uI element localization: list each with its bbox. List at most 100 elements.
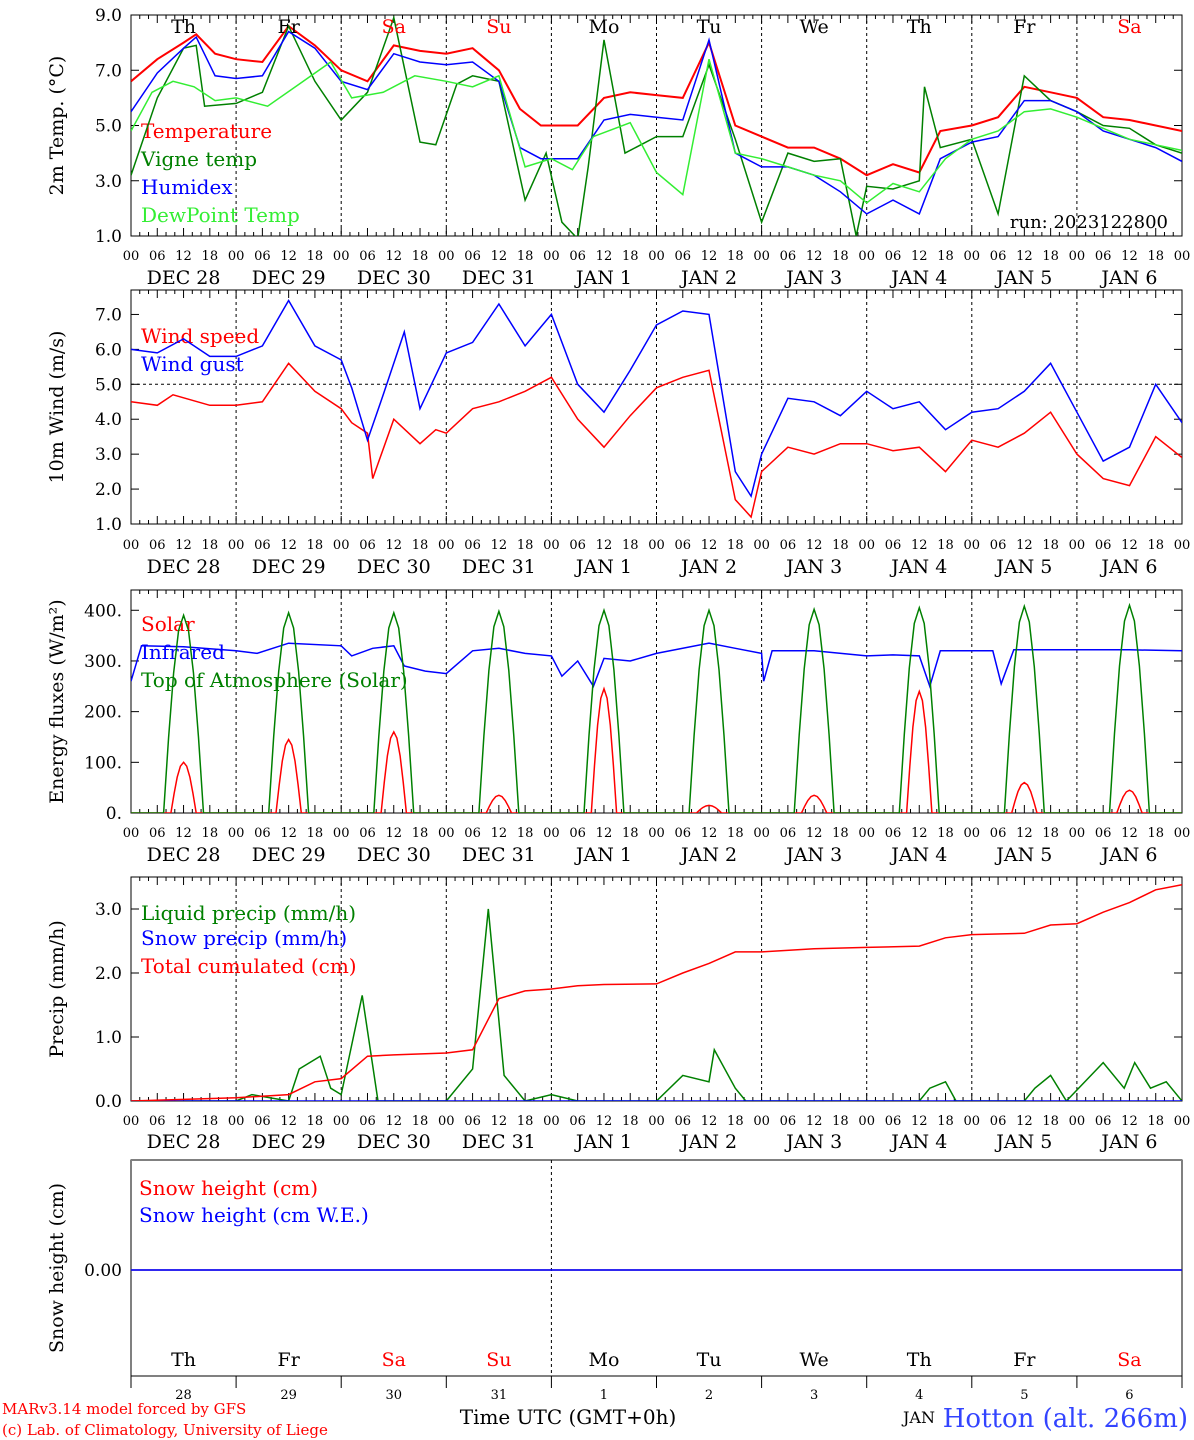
- hour-tick-label: 00: [858, 826, 875, 841]
- hour-tick-label: 00: [964, 1114, 981, 1129]
- day-name-label: Fr: [1013, 1349, 1036, 1371]
- hour-tick-label: 12: [491, 538, 508, 553]
- hour-tick-label: 18: [307, 1114, 324, 1129]
- legend-entry: Wind gust: [141, 352, 244, 376]
- hour-tick-label: 12: [175, 538, 192, 553]
- date-label: JAN 5: [994, 556, 1052, 578]
- hour-tick-label: 06: [464, 249, 481, 264]
- hour-tick-label: 06: [359, 826, 376, 841]
- day-name-label: Tu: [697, 16, 722, 38]
- series-line-dewpoint-temp: [131, 58, 1182, 204]
- hour-tick-label: 12: [1016, 249, 1033, 264]
- day-name-label: Mo: [588, 1349, 619, 1371]
- hour-tick-label: 06: [149, 538, 166, 553]
- legend-entry: Wind speed: [141, 324, 259, 348]
- hour-tick-label: 00: [228, 538, 245, 553]
- date-label: JAN 5: [994, 1131, 1052, 1153]
- hour-tick-label: 18: [622, 1114, 639, 1129]
- day-name-label: Sa: [382, 1349, 406, 1371]
- hour-tick-label: 06: [780, 538, 797, 553]
- hour-tick-label: 12: [175, 249, 192, 264]
- y-tick-label: 3.0: [95, 172, 122, 192]
- day-name-label: Th: [907, 1349, 932, 1371]
- date-label: DEC 30: [357, 267, 431, 289]
- hour-tick-label: 18: [832, 826, 849, 841]
- hour-tick-label: 00: [858, 538, 875, 553]
- hour-tick-label: 18: [1147, 1114, 1164, 1129]
- hour-tick-label: 18: [622, 249, 639, 264]
- hour-tick-label: 18: [832, 538, 849, 553]
- legend-entry: Vigne temp: [140, 147, 257, 171]
- day-name-label: Sa: [382, 16, 406, 38]
- hour-tick-label: 00: [333, 538, 350, 553]
- hour-tick-label: 00: [438, 1114, 455, 1129]
- legend-entry: Snow precip (mm/h): [141, 926, 347, 950]
- series-line-top-of-atmosphere-solar-: [131, 602, 1182, 813]
- y-tick-label: 100.: [84, 753, 122, 773]
- hour-tick-label: 06: [359, 249, 376, 264]
- hour-tick-label: 06: [885, 249, 902, 264]
- hour-tick-label: 12: [1016, 826, 1033, 841]
- hour-tick-label: 06: [254, 826, 271, 841]
- y-tick-label: 1.0: [95, 227, 122, 247]
- hour-tick-label: 06: [1095, 249, 1112, 264]
- hour-tick-label: 18: [1147, 538, 1164, 553]
- date-label: JAN 6: [1099, 844, 1157, 866]
- hour-tick-label: 06: [675, 249, 692, 264]
- hour-tick-label: 06: [359, 1114, 376, 1129]
- series-line-liquid-precip-mm-h-: [131, 908, 1182, 1101]
- run-label: run: 2023122800: [1010, 212, 1168, 233]
- y-tick-label: 4.0: [95, 410, 122, 430]
- date-label: DEC 30: [357, 556, 431, 578]
- hour-tick-label: 00: [228, 1114, 245, 1129]
- hour-tick-label: 18: [1042, 249, 1059, 264]
- hour-tick-label: 18: [1042, 1114, 1059, 1129]
- snow-panel: 0.00 Snow height (cm) Snow height (cm) Snow…: [46, 1159, 1183, 1403]
- hour-tick-label: 00: [123, 1114, 140, 1129]
- hour-tick-label: 18: [727, 826, 744, 841]
- hour-tick-label: 00: [1174, 826, 1191, 841]
- series-line-temperature: [131, 24, 1182, 177]
- date-label: JAN 3: [784, 267, 842, 289]
- hour-tick-label: 18: [517, 826, 534, 841]
- hour-tick-label: 12: [701, 538, 718, 553]
- day-name-label: Sa: [1117, 1349, 1141, 1371]
- hour-tick-label: 06: [254, 249, 271, 264]
- hour-tick-label: 12: [175, 1114, 192, 1129]
- y-tick-label: 400.: [84, 601, 122, 621]
- y-tick-label: 5.0: [95, 375, 122, 395]
- day-name-label: Su: [486, 1349, 511, 1371]
- hour-tick-label: 00: [543, 826, 560, 841]
- hour-tick-label: 06: [464, 538, 481, 553]
- date-label: DEC 28: [147, 267, 221, 289]
- wind-panel: 00 06 12 18 00 06 12 18 00 06 12 18 00 06 12 18 00 06 12 18…: [46, 289, 1190, 578]
- series-line-wind-speed: [131, 362, 1182, 519]
- hour-tick-label: 06: [885, 1114, 902, 1129]
- hour-tick-label: 12: [806, 1114, 823, 1129]
- date-label: JAN 6: [1099, 556, 1157, 578]
- hour-tick-label: 12: [1016, 538, 1033, 553]
- legend-entry: Snow height (cm W.E.): [139, 1203, 369, 1227]
- date-label: DEC 31: [462, 556, 536, 578]
- meteogram-panels: 00 06 12 18 00 06 12 18 00 06 12 18 00 06 12 18 00 06 12 18…: [46, 6, 1190, 1403]
- legend-entry: Top of Atmosphere (Solar): [141, 668, 408, 692]
- y-tick-label: 3.0: [95, 900, 122, 920]
- date-label: DEC 28: [147, 1131, 221, 1153]
- hour-tick-label: 12: [280, 538, 297, 553]
- hour-tick-label: 06: [990, 538, 1007, 553]
- hour-tick-label: 18: [307, 249, 324, 264]
- hour-tick-label: 06: [885, 826, 902, 841]
- series-line-solar: [131, 686, 1182, 813]
- y-tick-label: 200.: [84, 703, 122, 723]
- temperature-y-axis-title: 2m Temp. (°C): [46, 56, 68, 196]
- day-name-label: Fr: [1013, 16, 1036, 38]
- hour-tick-label: 12: [596, 1114, 613, 1129]
- hour-tick-label: 06: [569, 249, 586, 264]
- hour-tick-label: 00: [123, 826, 140, 841]
- hour-tick-label: 06: [254, 1114, 271, 1129]
- hour-tick-label: 06: [675, 1114, 692, 1129]
- hour-tick-label: 12: [911, 538, 928, 553]
- hour-tick-label: 00: [228, 249, 245, 264]
- hour-tick-label: 00: [753, 538, 770, 553]
